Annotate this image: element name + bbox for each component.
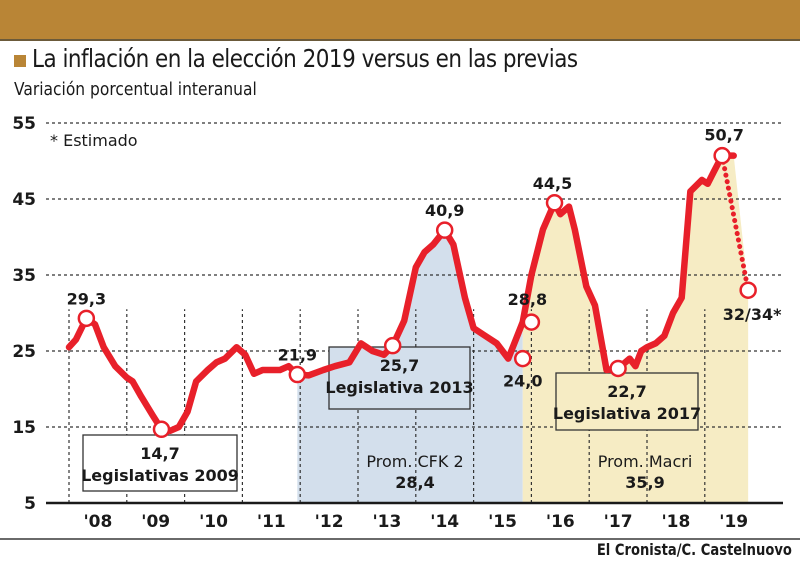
estimate-dotted-line (719, 153, 751, 293)
x-tick-label: '18 (661, 512, 690, 532)
footer-rule (0, 538, 800, 540)
x-tick-label: '10 (199, 512, 228, 532)
x-tick-label: '08 (83, 512, 112, 532)
y-tick-label: 45 (12, 190, 36, 210)
y-tick-label: 5 (24, 494, 36, 514)
data-point-marker (77, 309, 96, 328)
x-tick-label: '12 (315, 512, 344, 532)
data-point-marker (739, 281, 757, 299)
data-point-label: 40,9 (425, 201, 464, 220)
data-point-marker (288, 365, 307, 384)
series-lines (65, 152, 751, 435)
x-tick-label: '13 (372, 512, 401, 532)
y-tick-label: 35 (12, 266, 36, 286)
annotation-value: 22,7 (607, 382, 646, 401)
annotation-event: Legislativa 2017 (553, 404, 701, 423)
annotation-box (82, 434, 238, 492)
average-value: 35,9 (625, 473, 664, 492)
data-point-marker (435, 221, 454, 239)
data-point-label: 50,7 (704, 126, 743, 145)
data-point-marker (609, 359, 627, 378)
data-point-marker (152, 420, 171, 439)
data-point-marker (545, 194, 564, 212)
data-point-marker (513, 349, 532, 368)
data-point-marker (383, 336, 402, 355)
x-tick-label: '17 (604, 512, 633, 532)
x-tick-label: '19 (719, 512, 748, 532)
x-tick-label: '16 (546, 512, 575, 532)
axes: 5 15 25 35 45 55 '08 '09 '10 '11 '12 '13 '14 '15 '16 '1… (12, 114, 783, 532)
data-point-label: 44,5 (533, 174, 572, 193)
x-tick-label: '09 (141, 512, 170, 532)
y-tick-label: 25 (12, 342, 36, 362)
markers (77, 146, 757, 439)
estimate-note: * Estimado (50, 131, 138, 150)
data-point-marker (713, 146, 731, 165)
x-tick-label: '14 (430, 512, 459, 532)
average-label: Prom. Macri (598, 452, 693, 471)
average-label: Prom. CFK 2 (366, 452, 463, 471)
annotation-box (555, 372, 699, 431)
source-credit: El Cronista/C. Castelnuovo (596, 540, 792, 559)
data-point-label: 29,3 (67, 289, 106, 308)
annotation-event: Legislativas 2009 (81, 466, 239, 485)
y-tick-label: 55 (12, 114, 36, 134)
data-point-marker (522, 313, 541, 331)
title-row: La inflación en la elección 2019 versus … (14, 44, 666, 73)
chart-title: La inflación en la elección 2019 versus … (32, 44, 578, 73)
annotation-value: 14,7 (140, 444, 179, 463)
inflation-line (65, 152, 737, 435)
chart-subtitle: Variación porcentual interanual (14, 79, 257, 100)
data-point-label: 24,0 (503, 372, 542, 391)
x-tick-label: '15 (488, 512, 517, 532)
title-bullet-icon (14, 54, 26, 67)
annotation-value: 25,7 (380, 356, 419, 375)
average-value: 28,4 (395, 473, 434, 492)
data-point-label: 28,8 (508, 290, 547, 309)
header-bar (0, 0, 800, 41)
x-tick-label: '11 (257, 512, 286, 532)
data-point-label: 32/34* (723, 305, 782, 324)
data-labels: 29,3 21,9 40,9 24,0 28,8 44,5 50,7 32/34* (67, 126, 783, 391)
data-point-label: 21,9 (278, 346, 317, 365)
y-tick-label: 15 (12, 418, 36, 438)
annotation-event: Legislativa 2013 (325, 378, 473, 397)
